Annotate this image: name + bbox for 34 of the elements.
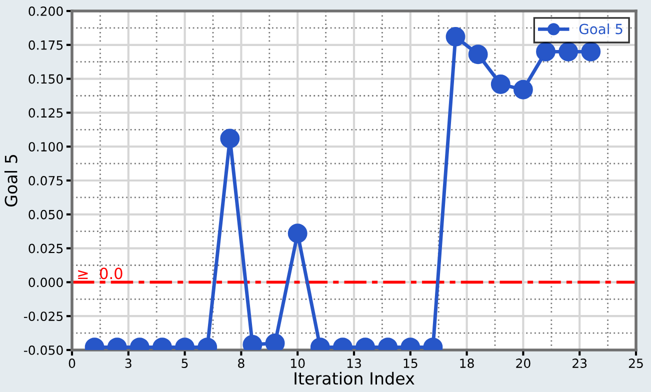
y-tick-label: 0.000 [28, 278, 63, 288]
ref-line-label: ≥ 0.0 [78, 268, 122, 280]
point [468, 44, 488, 64]
x-tick-label: 13 [347, 358, 361, 368]
y-tick-label: 0.025 [28, 244, 63, 254]
x-tick-label: 0 [68, 358, 76, 368]
x-tick-label: 23 [572, 358, 587, 368]
x-tick-label: 15 [404, 358, 418, 368]
x-tick-label: 5 [182, 358, 188, 368]
point [536, 42, 556, 62]
y-tick-label: 0.175 [28, 40, 63, 50]
x-tick-label: 8 [238, 358, 244, 368]
legend-label: Goal 5 [579, 24, 622, 34]
y-tick-label: -0.025 [24, 312, 63, 322]
point [581, 42, 601, 62]
point [558, 42, 578, 62]
x-tick-label: 25 [628, 358, 643, 368]
y-tick-label: 0.125 [28, 108, 63, 118]
y-tick-label: 0.050 [28, 210, 63, 220]
x-tick-label: 3 [125, 358, 132, 368]
x-tick-label: 10 [291, 358, 305, 368]
x-tick-label: 20 [516, 358, 530, 368]
x-tick-label: 18 [460, 358, 474, 368]
point [446, 27, 466, 46]
point [490, 74, 510, 94]
y-tick-label: -0.050 [24, 345, 63, 355]
y-tick-label: 0.150 [28, 74, 63, 84]
y-axis-title: Goal 5 [4, 155, 18, 206]
point [513, 80, 533, 100]
x-axis-title: Iteration Index [294, 372, 414, 385]
y-tick-label: 0.200 [28, 6, 63, 16]
y-tick-label: 0.075 [28, 176, 63, 186]
point [220, 128, 240, 148]
y-tick-label: 0.100 [28, 142, 63, 152]
